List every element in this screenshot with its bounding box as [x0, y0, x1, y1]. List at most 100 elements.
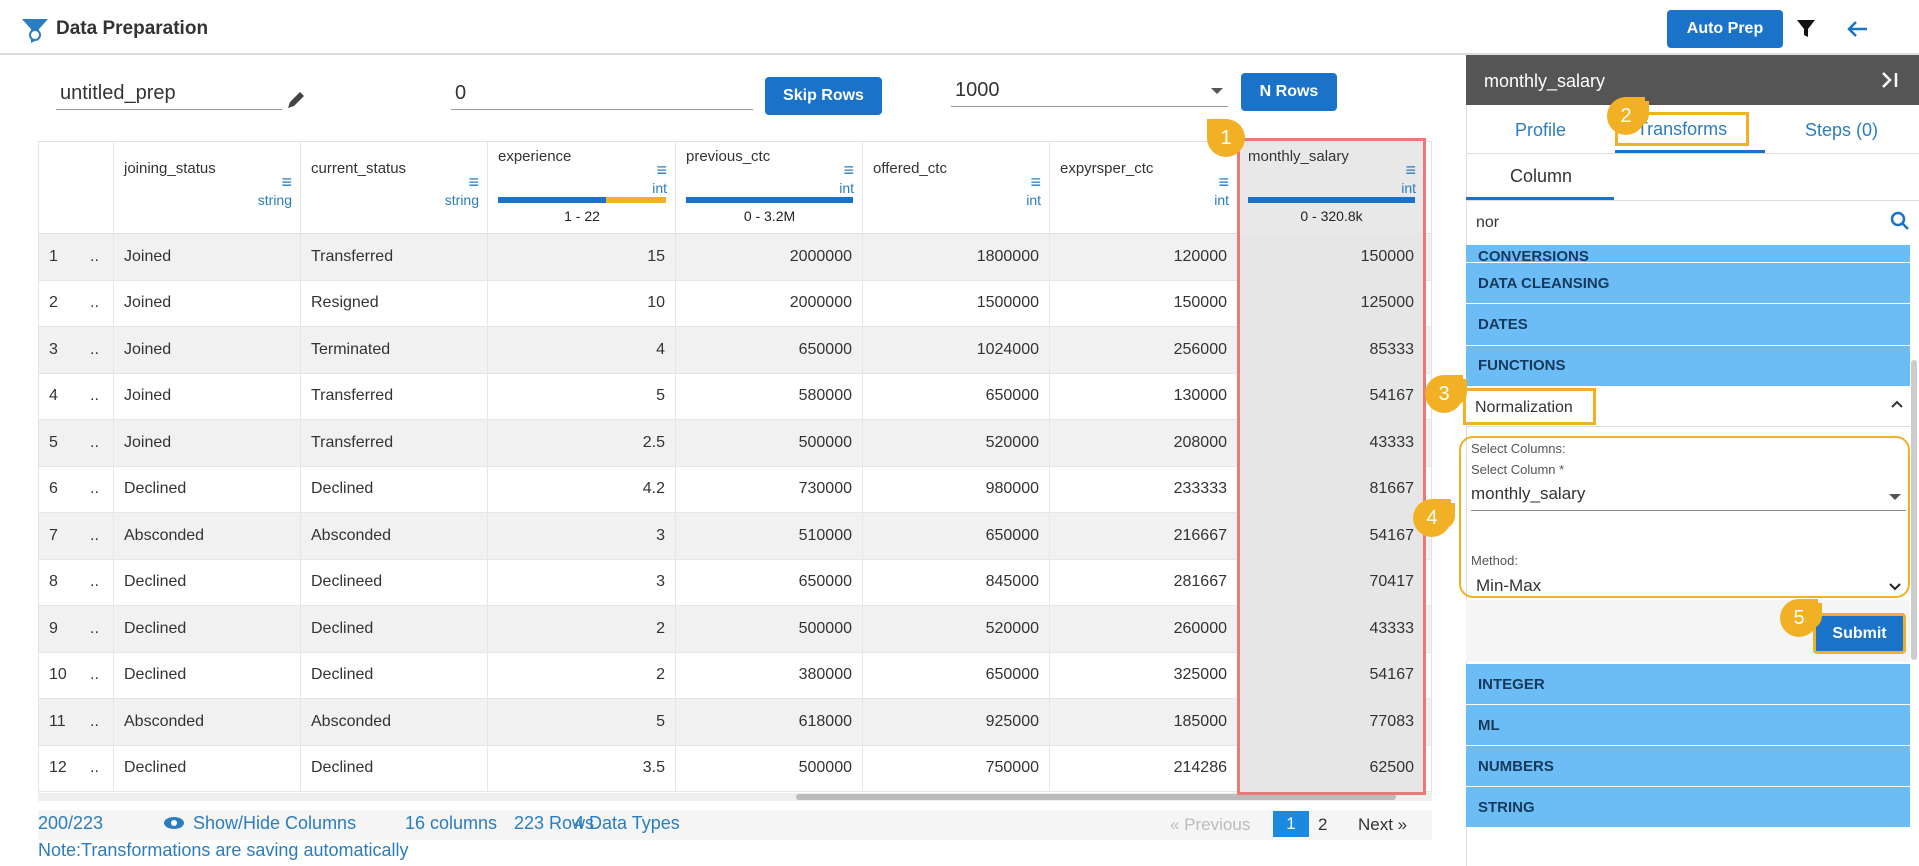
table-cell: 510000: [676, 513, 863, 559]
truncated-cell: ..: [87, 234, 114, 280]
table-cell: 618000: [676, 699, 863, 745]
n-rows-button[interactable]: N Rows: [1241, 73, 1337, 111]
table-cell: 3.5: [488, 746, 676, 792]
filter-icon[interactable]: [1795, 18, 1817, 40]
truncated-cell: ..: [87, 467, 114, 513]
column-menu[interactable]: ≡: [281, 172, 292, 193]
table-cell: 256000: [1050, 327, 1238, 373]
table-row: 11..AbscondedAbsconded561800092500018500…: [39, 699, 1432, 746]
page-1[interactable]: 1: [1273, 811, 1309, 837]
column-distribution-bar: [686, 197, 853, 203]
page-2[interactable]: 2: [1318, 815, 1327, 835]
column-menu[interactable]: ≡: [1030, 172, 1041, 193]
header-cell: [87, 142, 114, 234]
collapse-icon[interactable]: [1880, 70, 1900, 90]
transform-category[interactable]: INTEGER: [1466, 664, 1910, 705]
search-icon[interactable]: [1890, 211, 1910, 231]
column-header[interactable]: offered_ctc≡int: [863, 142, 1050, 234]
table-cell: 650000: [863, 374, 1050, 420]
row-index: 12: [39, 746, 87, 792]
select-columns-label: Select Columns:: [1471, 441, 1566, 456]
column-name: experience: [498, 148, 571, 165]
truncated-cell: ..: [87, 281, 114, 327]
table-cell: 281667: [1050, 560, 1238, 606]
dropdown-arrow: [1210, 86, 1224, 96]
row-index: 2: [39, 281, 87, 327]
table-cell: 216667: [1050, 513, 1238, 559]
skip-rows-button[interactable]: Skip Rows: [765, 77, 882, 115]
table-cell: 580000: [676, 374, 863, 420]
table-cell: Terminated: [301, 327, 488, 373]
truncated-cell: ..: [87, 699, 114, 745]
column-header[interactable]: expyrsper_ctc≡int: [1050, 142, 1238, 234]
column-header[interactable]: current_status≡string: [301, 142, 488, 234]
row-index: 8: [39, 560, 87, 606]
column-select[interactable]: monthly_salary: [1471, 484, 1906, 511]
table-cell: Declined: [114, 560, 301, 606]
back-icon[interactable]: [1845, 18, 1869, 40]
table-cell: Declined: [301, 746, 488, 792]
table-row: 10..DeclinedDeclined23800006500003250005…: [39, 653, 1432, 700]
transform-category[interactable]: STRING: [1466, 787, 1910, 828]
table-cell: 2000000: [676, 234, 863, 280]
truncated-cell: ..: [87, 374, 114, 420]
column-menu[interactable]: ≡: [468, 172, 479, 193]
table-row: 12..DeclinedDeclined3.550000075000021428…: [39, 746, 1432, 793]
column-highlight: [1237, 138, 1426, 795]
divider: [1466, 200, 1919, 201]
transform-category[interactable]: ML: [1466, 705, 1910, 746]
column-header[interactable]: experience ≡int 1 - 22: [488, 142, 676, 234]
column-header[interactable]: joining_status≡string: [114, 142, 301, 234]
table-cell: 208000: [1050, 420, 1238, 466]
transform-category[interactable]: DATES: [1466, 304, 1910, 345]
column-header[interactable]: previous_ctc≡int0 - 3.2M: [676, 142, 863, 234]
transform-category[interactable]: NUMBERS: [1466, 746, 1910, 787]
table-cell: 520000: [863, 606, 1050, 652]
table-cell: 845000: [863, 560, 1050, 606]
transform-category[interactable]: FUNCTIONS: [1466, 346, 1910, 387]
data-table: joining_status≡stringcurrent_status≡stri…: [38, 141, 1432, 796]
table-cell: 233333: [1050, 467, 1238, 513]
transform-category[interactable]: DATA CLEANSING: [1466, 263, 1910, 304]
column-name: previous_ctc: [686, 148, 770, 165]
submit-button[interactable]: Submit: [1813, 613, 1906, 654]
table-cell: 2: [488, 653, 676, 699]
subtab-column[interactable]: Column: [1510, 166, 1572, 187]
next-page[interactable]: Next »: [1358, 815, 1407, 835]
edit-icon[interactable]: [284, 88, 308, 112]
table-cell: Joined: [114, 374, 301, 420]
nrows-select[interactable]: 1000: [951, 75, 1228, 107]
table-cell: Declined: [114, 606, 301, 652]
truncated-cell: ..: [87, 746, 114, 792]
transform-category[interactable]: CONVERSIONS: [1466, 245, 1910, 263]
previous-page[interactable]: « Previous: [1170, 815, 1250, 835]
table-row: 1..JoinedTransferred15200000018000001200…: [39, 234, 1432, 281]
column-range: 1 - 22: [488, 208, 676, 224]
types-count: 4 Data Types: [574, 813, 680, 834]
normalization-label[interactable]: Normalization: [1463, 388, 1596, 425]
method-select[interactable]: Min-Max: [1471, 576, 1906, 596]
row-index: 7: [39, 513, 87, 559]
tab-profile[interactable]: Profile: [1515, 120, 1566, 141]
skip-input[interactable]: 0: [451, 78, 753, 110]
tab-steps[interactable]: Steps (0): [1805, 120, 1878, 141]
table-cell: 10: [488, 281, 676, 327]
chevron-up[interactable]: [1890, 398, 1904, 410]
dropdown-arrow: [1888, 492, 1902, 502]
search-input[interactable]: nor: [1476, 214, 1499, 232]
column-menu[interactable]: ≡: [843, 160, 854, 181]
row-index: 11: [39, 699, 87, 745]
column-menu[interactable]: ≡: [1218, 172, 1229, 193]
eye-icon[interactable]: [163, 815, 185, 831]
prep-name[interactable]: untitled_prep: [56, 78, 282, 110]
auto-prep-button[interactable]: Auto Prep: [1667, 10, 1783, 48]
scrollbar: [38, 793, 1432, 801]
show-hide-columns[interactable]: Show/Hide Columns: [193, 813, 356, 834]
column-range: 0 - 3.2M: [676, 208, 863, 224]
table-cell: Joined: [114, 420, 301, 466]
column-menu[interactable]: ≡: [656, 160, 667, 181]
app-title: Data Preparation: [56, 18, 208, 40]
column-type: int: [652, 180, 667, 196]
truncated-cell: ..: [87, 606, 114, 652]
table-row: 4..JoinedTransferred55800006500001300005…: [39, 374, 1432, 421]
